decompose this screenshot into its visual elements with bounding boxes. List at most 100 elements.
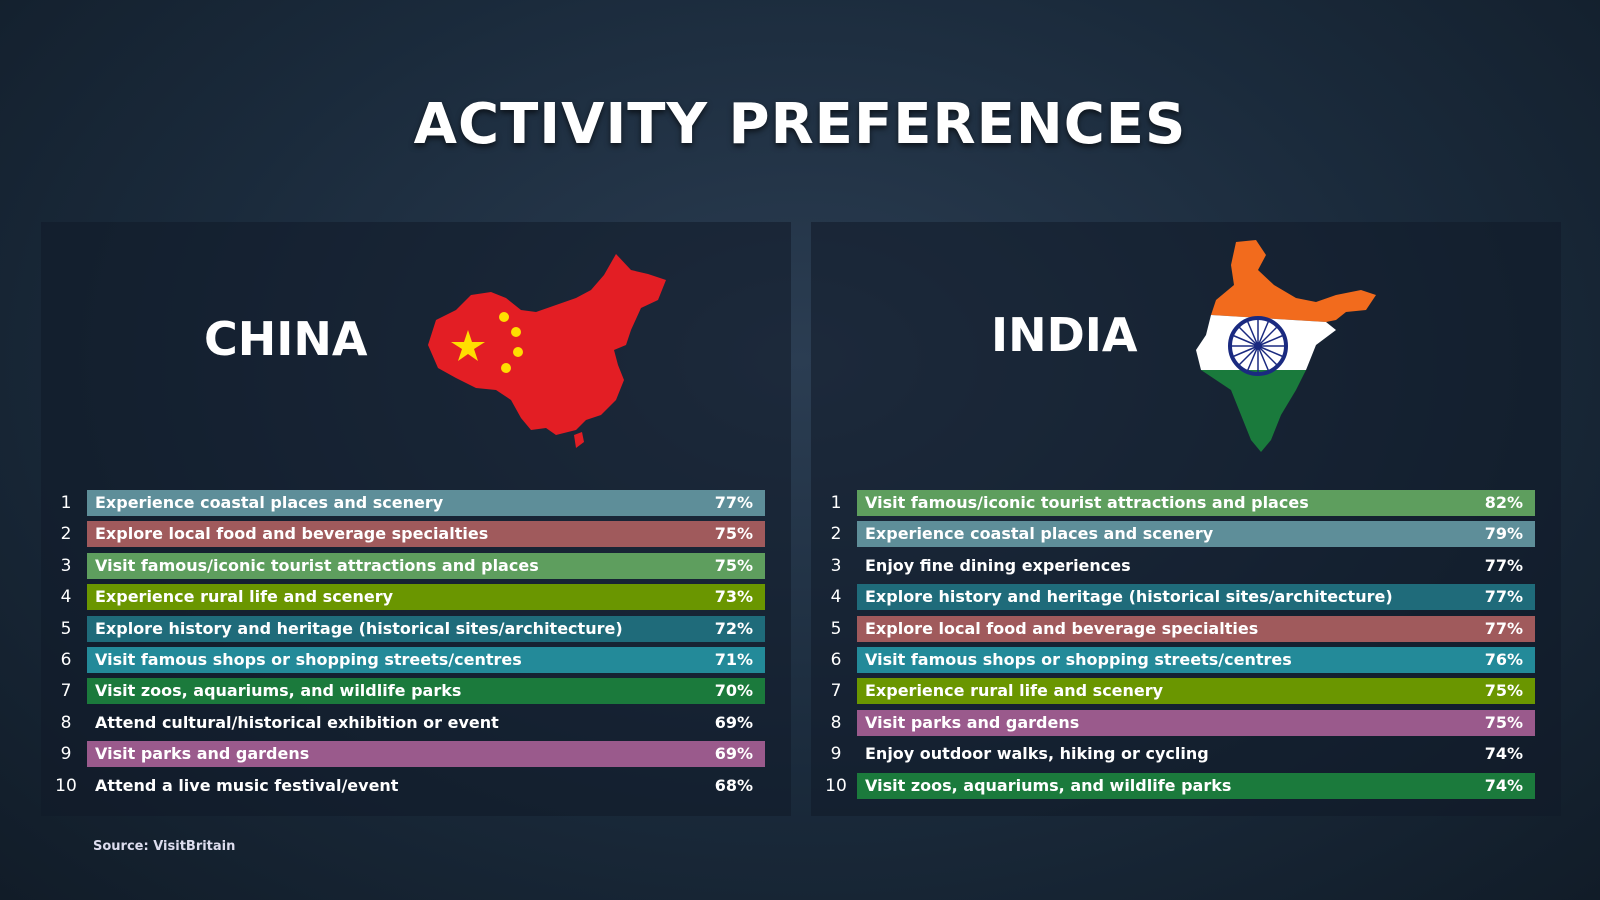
percentage: 76% (1484, 650, 1523, 669)
rank: 5 (830, 618, 842, 639)
row-bar: Visit famous/iconic tourist attractions … (87, 552, 765, 579)
row-bar: Visit famous/iconic tourist attractions … (857, 490, 1535, 516)
china-map (428, 254, 666, 448)
row-bar: Explore local food and beverage specialt… (857, 615, 1535, 642)
rank: 4 (830, 587, 842, 608)
source: Source: VisitBritain (93, 839, 236, 854)
percentage: 77% (1484, 555, 1523, 575)
percentage: 77% (1484, 587, 1523, 607)
country-name: CHINA (204, 312, 368, 366)
percentage: 75% (1484, 712, 1523, 732)
list-row: 5 Explore local food and beverage special… (821, 615, 1551, 642)
panel: CHINA (41, 222, 791, 816)
percentage: 70% (714, 681, 753, 701)
rank: 5 (60, 618, 72, 639)
activity-label: Attend a live music festival/event (95, 775, 399, 795)
rank: 2 (830, 524, 842, 545)
row-bar: Experience coastal places and scenery 77% (87, 490, 765, 516)
percentage: 71% (714, 650, 753, 669)
row-bar: Visit famous shops or shopping streets/c… (87, 647, 765, 673)
list-row: 4 Experience rural life and scenery 73% (51, 584, 781, 611)
rank: 10 (55, 775, 77, 796)
activity-label: Explore local food and beverage specialt… (865, 618, 1259, 638)
list-row: 1 Visit famous/iconic tourist attractions… (821, 490, 1551, 516)
row-bar: Experience rural life and scenery 73% (87, 584, 765, 611)
activity-label: Explore history and heritage (historical… (865, 587, 1393, 607)
row-bar: Visit zoos, aquariums, and wildlife park… (87, 678, 765, 705)
activity-label: Visit parks and gardens (95, 744, 310, 764)
rank: 8 (60, 712, 72, 733)
rank: 8 (830, 712, 842, 733)
activity-label: Explore history and heritage (historical… (95, 618, 623, 638)
percentage: 73% (714, 587, 753, 607)
activity-label: Experience coastal places and scenery (865, 524, 1214, 544)
country-name: INDIA (991, 308, 1138, 362)
list-row: 8 Visit parks and gardens 75% (821, 709, 1551, 736)
row-bar: Experience coastal places and scenery 79% (857, 521, 1535, 548)
title: ACTIVITY PREFERENCES (413, 92, 1187, 157)
rank: 1 (830, 493, 842, 513)
rank: 6 (830, 650, 842, 670)
activity-label: Experience coastal places and scenery (95, 493, 444, 512)
activity-label: Visit famous/iconic tourist attractions … (95, 555, 539, 575)
list-row: 7 Experience rural life and scenery 75% (821, 678, 1551, 705)
percentage: 74% (1484, 775, 1523, 795)
row-bar: Visit parks and gardens 69% (87, 741, 765, 768)
percentage: 69% (714, 744, 753, 764)
india-map (1196, 240, 1376, 452)
row-bar: Enjoy outdoor walks, hiking or cycling 74… (857, 741, 1535, 767)
list-row: 5 Explore history and heritage (historica… (51, 615, 781, 642)
row-bar: Explore history and heritage (historical… (857, 584, 1535, 611)
rank: 3 (830, 555, 842, 576)
percentage: 77% (1484, 618, 1523, 638)
activity-label: Experience rural life and scenery (865, 681, 1164, 701)
percentage: 75% (714, 524, 753, 544)
activity-label: Attend cultural/historical exhibition or… (95, 712, 499, 732)
rank: 9 (830, 744, 842, 765)
percentage: 75% (714, 555, 753, 575)
activity-label: Explore local food and beverage specialt… (95, 524, 489, 544)
list-row: 6 Visit famous shops or shopping streets/… (821, 647, 1551, 673)
list-row: 10 Visit zoos, aquariums, and wildlife pa… (821, 772, 1551, 799)
activity-label: Enjoy fine dining experiences (865, 555, 1131, 575)
activity-label: Visit zoos, aquariums, and wildlife park… (865, 775, 1232, 795)
list-row: 9 Visit parks and gardens 69% (51, 741, 781, 768)
row-bar: Enjoy fine dining experiences 77% (857, 553, 1535, 579)
list-row: 1 Experience coastal places and scenery 77… (51, 490, 781, 516)
row-bar: Attend a live music festival/event 68% (87, 773, 765, 799)
row-bar: Visit parks and gardens 75% (857, 709, 1535, 736)
percentage: 77% (714, 493, 753, 512)
list-row: 8 Attend cultural/historical exhibition o… (51, 710, 781, 736)
list-row: 9 Enjoy outdoor walks, hiking or cycling 7… (821, 741, 1551, 767)
rank: 6 (60, 650, 72, 670)
list-row: 3 Enjoy fine dining experiences 77% (821, 553, 1551, 579)
percentage: 82% (1484, 493, 1523, 512)
rank: 7 (60, 681, 72, 702)
rank: 7 (830, 681, 842, 702)
list-row: 2 Explore local food and beverage special… (51, 521, 781, 548)
rank: 10 (825, 775, 847, 796)
percentage: 74% (1484, 744, 1523, 764)
percentage: 69% (714, 712, 753, 732)
activity-label: Experience rural life and scenery (95, 587, 394, 607)
rank: 4 (60, 587, 72, 608)
percentage: 72% (714, 618, 753, 638)
row-bar: Visit zoos, aquariums, and wildlife park… (857, 772, 1535, 799)
rank: 2 (60, 524, 72, 545)
list-row: 3 Visit famous/iconic tourist attractions… (51, 552, 781, 579)
rank: 1 (60, 493, 72, 513)
row-bar: Experience rural life and scenery 75% (857, 678, 1535, 705)
activity-label: Visit zoos, aquariums, and wildlife park… (95, 681, 462, 701)
activity-label: Visit famous shops or shopping streets/c… (865, 650, 1292, 669)
list-row: 7 Visit zoos, aquariums, and wildlife par… (51, 678, 781, 705)
activity-label: Visit famous shops or shopping streets/c… (95, 650, 522, 669)
activity-label: Visit parks and gardens (865, 712, 1080, 732)
percentage: 68% (714, 775, 753, 795)
activity-label: Enjoy outdoor walks, hiking or cycling (865, 744, 1209, 764)
percentage: 79% (1484, 524, 1523, 544)
rank: 3 (60, 555, 72, 576)
list-row: 4 Explore history and heritage (historica… (821, 584, 1551, 611)
row-bar: Visit famous shops or shopping streets/c… (857, 647, 1535, 673)
list-row: 6 Visit famous shops or shopping streets/… (51, 647, 781, 673)
